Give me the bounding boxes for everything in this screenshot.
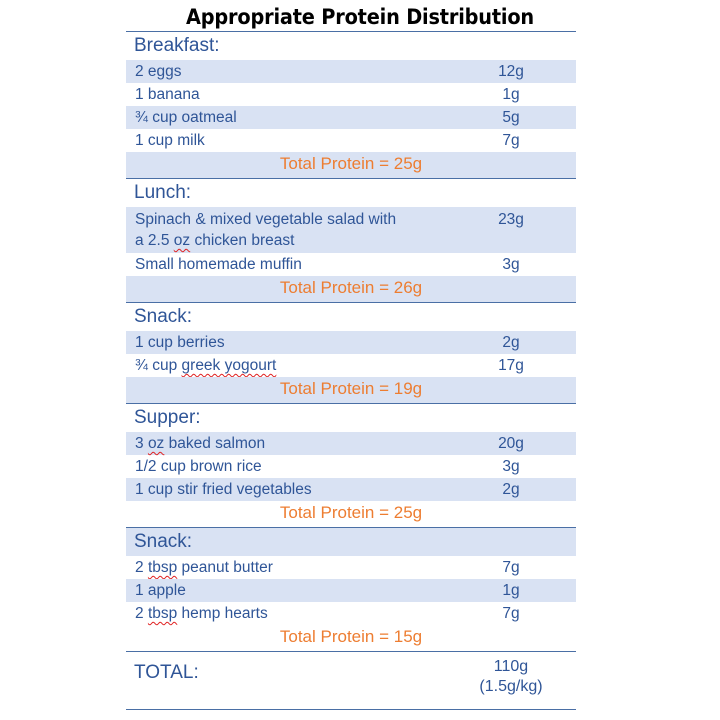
protein-table: Breakfast: 2 eggs 12g 1 banana 1g ¾ cup oa… <box>126 31 576 710</box>
table-row: 1/2 cup brown rice 3g <box>135 458 520 475</box>
section-header-lunch: Lunch: <box>126 178 576 207</box>
table-row: ¾ cup greek yogourt 17g <box>135 357 524 374</box>
section-header-breakfast: Breakfast: <box>126 31 576 60</box>
grand-total-value: 110g (1.5g/kg) <box>479 658 543 695</box>
table-row: 3 oz baked salmon 20g <box>126 432 576 455</box>
table-row: 1 banana 1g <box>135 86 520 103</box>
table-row: 1 apple 1g <box>126 579 576 602</box>
section-header-snack: Snack: <box>126 302 576 331</box>
table-row: 2 tbsp hemp hearts 7g <box>135 605 520 622</box>
table-row: 2 eggs 12g <box>126 60 576 83</box>
grand-total-row: TOTAL: 110g (1.5g/kg) <box>126 651 576 710</box>
table-row: 1 cup milk 7g <box>135 132 520 149</box>
section-total-snack-2: Total Protein = 15g <box>279 627 423 646</box>
table-row: Small homemade muffin 3g <box>135 256 520 273</box>
section-total-lunch: Total Protein = 26g <box>126 276 576 302</box>
section-total-breakfast: Total Protein = 25g <box>126 152 576 178</box>
table-row: 1 cup stir fried vegetables 2g <box>126 478 576 501</box>
table-row: Spinach & mixed vegetable salad with a 2.… <box>126 207 576 253</box>
section-total-snack: Total Protein = 19g <box>126 377 576 403</box>
table-bottom-border <box>126 709 576 710</box>
table-row: 1 cup berries 2g <box>126 331 576 354</box>
grand-total-label: TOTAL: <box>134 662 199 683</box>
page-title: Appropriate Protein Distribution <box>185 5 535 29</box>
section-header-snack-2: Snack: <box>126 527 576 556</box>
section-total-supper: Total Protein = 25g <box>279 503 423 522</box>
table-row: ¾ cup oatmeal 5g <box>126 106 576 129</box>
table-row: 2 tbsp peanut butter 7g <box>135 559 520 576</box>
section-header-supper: Supper: <box>126 403 576 432</box>
